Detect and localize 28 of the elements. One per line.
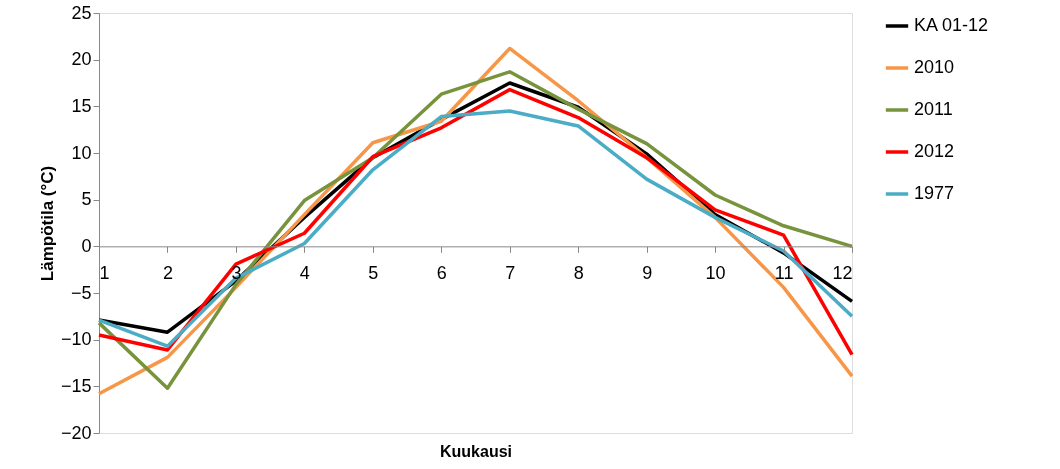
x-tick-label: 8 — [573, 262, 584, 283]
legend-label: 2010 — [914, 57, 955, 77]
y-tick-label: 0 — [81, 235, 92, 256]
x-axis-title: Kuukausi — [439, 442, 513, 460]
x-tick-label: 12 — [832, 262, 853, 283]
x-tick-label: 6 — [436, 262, 447, 283]
legend-label: 1977 — [914, 183, 955, 203]
legend-label: 2011 — [914, 99, 953, 119]
x-tick-label: 2 — [162, 262, 173, 283]
x-tick-label: 4 — [299, 262, 310, 283]
y-tick-label: 5 — [81, 189, 92, 210]
y-tick-label: 10 — [71, 142, 92, 163]
y-tick-label: 25 — [71, 2, 92, 23]
legend-label: KA 01-12 — [914, 15, 989, 35]
y-tick-label: −20 — [60, 422, 92, 443]
x-tick-label: 5 — [368, 262, 379, 283]
y-tick-label: −5 — [70, 282, 92, 303]
y-tick-label: −15 — [60, 375, 92, 396]
legend-label: 2012 — [914, 141, 955, 161]
x-tick-label: 9 — [642, 262, 653, 283]
x-tick-label: 7 — [505, 262, 516, 283]
x-tick-label: 11 — [774, 262, 794, 283]
y-tick-label: 20 — [71, 49, 92, 70]
y-axis-title: Lämpötila (°C) — [37, 165, 57, 282]
y-tick-label: −10 — [60, 329, 92, 350]
x-tick-label: 10 — [705, 262, 726, 283]
x-tick-label: 1 — [99, 262, 110, 283]
y-tick-label: 15 — [71, 95, 92, 116]
